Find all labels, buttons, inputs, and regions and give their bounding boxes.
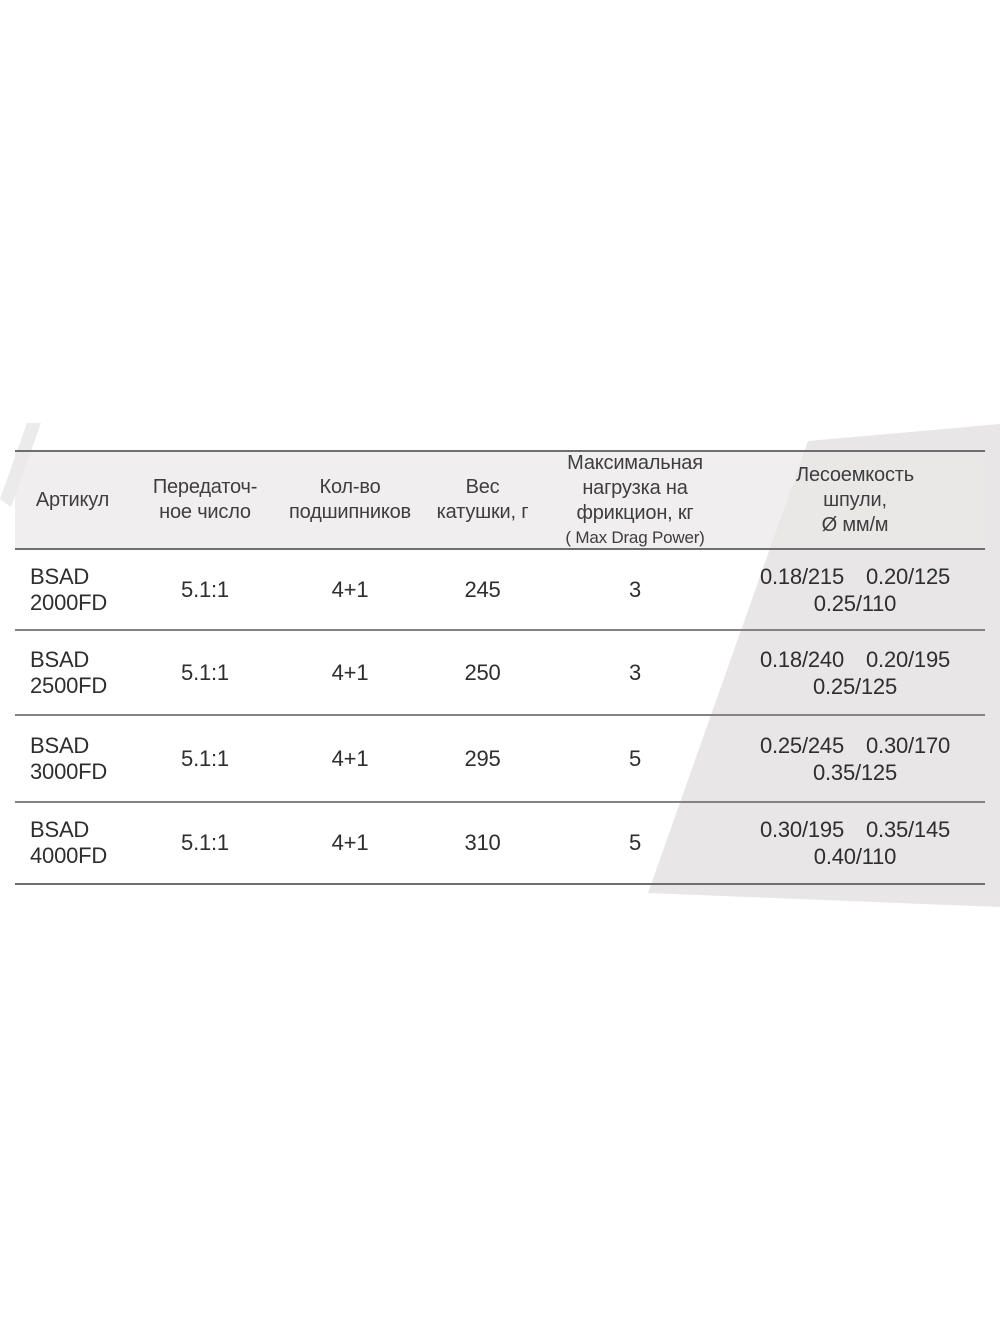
header-article-label: Артикул xyxy=(35,488,110,511)
bearings-cell: 4+1 xyxy=(280,550,420,631)
max-drag-cell: 3 xyxy=(545,550,725,631)
header-line-capacity: Лесоемкость шпули, Ø мм/м xyxy=(725,450,985,550)
article-cell: BSAD 2000FD xyxy=(15,550,130,631)
line-capacity-cell: 0.25/245 0.30/170 0.35/125 xyxy=(725,716,985,803)
article-cell: BSAD 3000FD xyxy=(15,716,130,803)
gear-ratio-cell: 5.1:1 xyxy=(130,803,280,885)
weight-cell: 295 xyxy=(420,716,545,803)
line-capacity-cell: 0.30/195 0.35/145 0.40/110 xyxy=(725,803,985,885)
article-cell: BSAD 4000FD xyxy=(15,803,130,885)
header-gear-ratio: Передаточ- ное число xyxy=(130,450,280,550)
gear-ratio-cell: 5.1:1 xyxy=(130,550,280,631)
header-max-drag-en: ( Max Drag Power) xyxy=(565,528,705,547)
line-capacity-cell: 0.18/215 0.20/125 0.25/110 xyxy=(725,550,985,631)
max-drag-cell: 5 xyxy=(545,716,725,803)
bearings-cell: 4+1 xyxy=(280,716,420,803)
gear-ratio-cell: 5.1:1 xyxy=(130,631,280,716)
header-bearings: Кол-во подшипников xyxy=(280,450,420,550)
bearings-cell: 4+1 xyxy=(280,631,420,716)
weight-cell: 250 xyxy=(420,631,545,716)
line-capacity-cell: 0.18/240 0.20/195 0.25/125 xyxy=(725,631,985,716)
bearings-cell: 4+1 xyxy=(280,803,420,885)
spec-table: Артикул Передаточ- ное число Кол-во подш… xyxy=(15,450,985,885)
weight-cell: 310 xyxy=(420,803,545,885)
max-drag-cell: 3 xyxy=(545,631,725,716)
max-drag-cell: 5 xyxy=(545,803,725,885)
header-weight: Вес катушки, г xyxy=(420,450,545,550)
header-article: Артикул xyxy=(15,450,130,550)
weight-cell: 245 xyxy=(420,550,545,631)
gear-ratio-cell: 5.1:1 xyxy=(130,716,280,803)
article-cell: BSAD 2500FD xyxy=(15,631,130,716)
header-max-drag: Максимальная нагрузка на фрикцион, кг ( … xyxy=(545,450,725,550)
